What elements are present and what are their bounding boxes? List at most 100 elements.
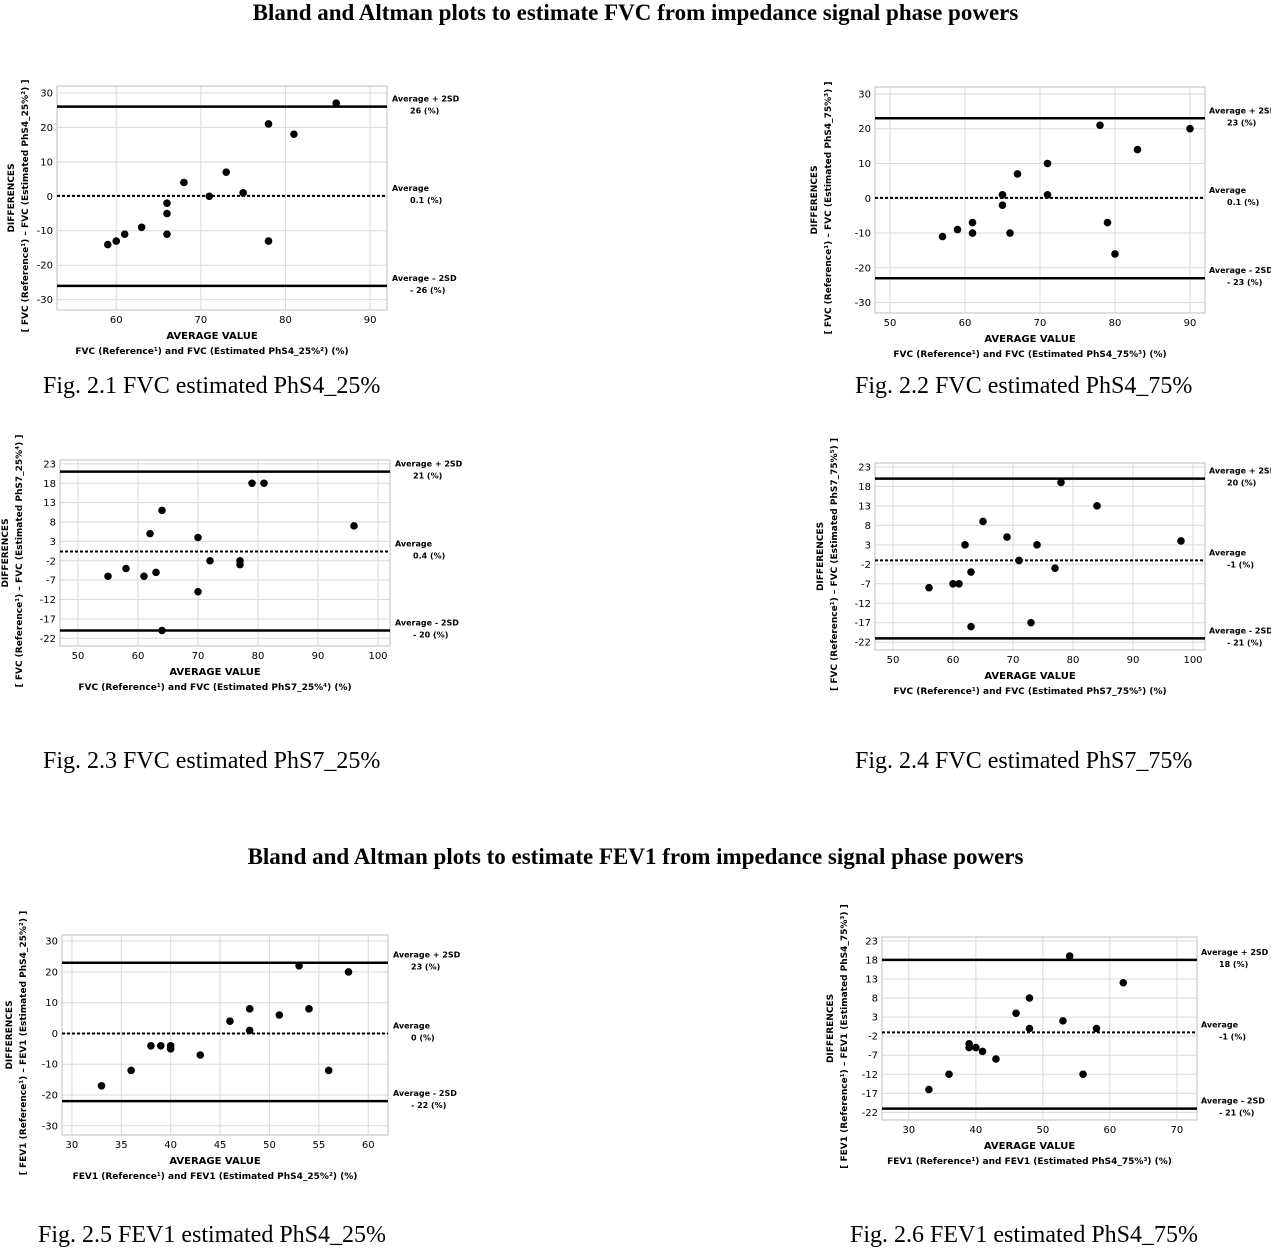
mean-line-label: Average: [1209, 186, 1247, 195]
data-point: [1059, 1017, 1067, 1025]
data-point: [180, 178, 188, 187]
chart-fvc-phs4-25: -30 -20 -10 0 10 20 30 60 70 80 90 Average + 2SD 26 …: [7, 80, 460, 357]
data-point: [1006, 229, 1014, 237]
data-point: [344, 968, 353, 976]
x-tick-label: 100: [368, 651, 387, 662]
x-tick-label: 100: [1183, 655, 1202, 666]
mean-line-value: 0 (%): [411, 1033, 435, 1042]
data-point: [158, 506, 166, 515]
x-axis-subtitle: FVC (Reference¹) and FVC (Estimated PhS7…: [78, 683, 351, 693]
y-axis-subtitle: [ FEV1 (Reference¹) – FEV1 (Estimated Ph…: [19, 911, 29, 1175]
data-point: [998, 201, 1007, 210]
data-point: [122, 564, 130, 573]
y-tick-label: 3: [865, 540, 871, 551]
data-point: [1119, 978, 1128, 987]
x-tick-label: 60: [110, 315, 123, 326]
y-tick-label: -10: [855, 229, 871, 240]
data-point: [965, 1043, 973, 1052]
data-point: [925, 583, 933, 592]
data-point: [953, 225, 962, 234]
plot-frame: [61, 934, 389, 1136]
data-point: [112, 237, 121, 245]
lower-line-value: - 21 (%): [1227, 638, 1262, 647]
x-tick-label: 90: [1127, 655, 1140, 666]
data-point: [1103, 218, 1112, 227]
mean-line-label: Average: [1209, 548, 1247, 557]
data-point: [967, 568, 975, 576]
y-axis-title: DIFFERENCES: [7, 163, 17, 232]
lower-line-value: - 21 (%): [1219, 1109, 1254, 1118]
y-tick-label: 23: [865, 936, 878, 947]
chart-fev1-phs4-75: -22 -17 -12 -7 -2 3 8 13 18 23 30 40 50 60 70 Average +…: [826, 904, 1269, 1168]
data-point: [968, 229, 977, 237]
x-tick-label: 90: [312, 651, 325, 662]
x-tick-label: 30: [902, 1125, 915, 1136]
mean-line-label: Average: [395, 539, 433, 548]
plot-frame: [881, 936, 1198, 1121]
data-point: [1033, 541, 1041, 549]
fvc-section-heading: Bland and Altman plots to estimate FVC f…: [252, 0, 1019, 25]
data-point: [206, 556, 214, 565]
data-point: [1057, 478, 1065, 487]
mean-line-value: 0.1 (%): [1227, 198, 1259, 207]
data-point: [324, 1066, 333, 1075]
x-axis-title: AVERAGE VALUE: [984, 1141, 1076, 1152]
data-point: [127, 1066, 135, 1075]
mean-line-value: 0.1 (%): [410, 196, 442, 205]
data-point: [196, 1051, 205, 1059]
data-point: [1043, 190, 1052, 199]
upper-line-value: 23 (%): [411, 963, 440, 972]
y-tick-label: 20: [45, 967, 58, 978]
data-point: [967, 622, 975, 631]
x-tick-label: 60: [362, 1140, 375, 1151]
lower-line-label: Average - 2SD: [1209, 626, 1271, 635]
caption-fig-2-3: Fig. 2.3 FVC estimated PhS7_25%: [43, 748, 381, 774]
data-point: [245, 1026, 254, 1035]
data-point: [1092, 1024, 1101, 1033]
data-point: [1186, 124, 1194, 133]
y-tick-label: 13: [865, 974, 878, 985]
data-point: [236, 560, 244, 569]
data-point: [152, 568, 160, 577]
data-point: [968, 218, 977, 227]
data-point: [1096, 121, 1104, 130]
y-tick-label: 3: [50, 537, 56, 548]
data-point: [158, 626, 166, 635]
mean-line-label: Average: [1201, 1020, 1239, 1029]
data-point: [156, 1041, 165, 1050]
y-tick-label: -30: [42, 1121, 58, 1132]
data-point: [1065, 952, 1074, 960]
data-point: [1013, 170, 1022, 178]
y-tick-label: -12: [40, 595, 56, 606]
y-tick-label: 0: [865, 194, 871, 205]
lower-line-label: Average - 2SD: [1209, 266, 1271, 275]
lower-line-label: Average - 2SD: [395, 619, 459, 628]
y-tick-label: -12: [855, 599, 871, 610]
y-tick-label: 10: [858, 159, 871, 170]
caption-fig-2-6: Fig. 2.6 FEV1 estimated PhS4_75%: [850, 1222, 1199, 1248]
x-axis-title: AVERAGE VALUE: [169, 667, 261, 678]
mean-line-label: Average: [393, 1021, 431, 1030]
y-axis-title: DIFFERENCES: [1, 518, 11, 587]
x-tick-label: 50: [884, 318, 897, 329]
data-point: [949, 579, 957, 588]
chart-fvc-phs7-75: -22 -17 -12 -7 -2 3 8 13 18 23 50 60 70 80 90 100 Averag…: [816, 438, 1271, 697]
y-tick-label: -30: [855, 298, 871, 309]
data-point: [146, 529, 154, 538]
y-tick-label: 0: [52, 1029, 58, 1040]
x-tick-label: 40: [969, 1125, 982, 1136]
y-tick-label: -7: [46, 576, 56, 587]
data-point: [1025, 1024, 1034, 1033]
y-tick-label: -17: [40, 614, 56, 625]
x-tick-label: 50: [263, 1140, 276, 1151]
y-axis-subtitle: [ FVC (Reference¹) – FVC (Estimated PhS4…: [21, 80, 31, 333]
x-axis-subtitle: FVC (Reference¹) and FVC (Estimated PhS4…: [893, 350, 1166, 360]
y-tick-label: -7: [868, 1051, 878, 1062]
y-axis-title: DIFFERENCES: [816, 522, 826, 591]
data-point: [972, 1043, 980, 1052]
data-point: [1027, 618, 1035, 627]
data-point: [194, 533, 202, 542]
data-point: [104, 572, 112, 581]
y-axis-subtitle: [ FVC (Reference¹) – FVC (Estimated PhS4…: [824, 82, 834, 335]
y-tick-label: 13: [858, 501, 871, 512]
